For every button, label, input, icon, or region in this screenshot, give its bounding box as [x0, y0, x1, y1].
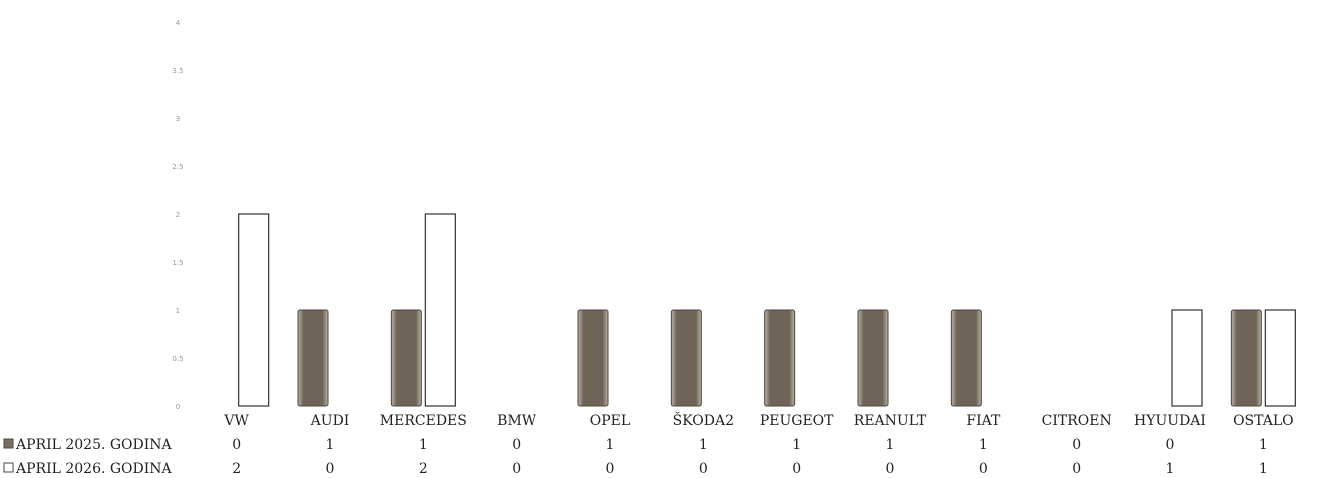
- bar-2025: [1230, 309, 1262, 407]
- bar-2025: [857, 309, 889, 407]
- bar-2026: [1171, 309, 1203, 407]
- y-tick-label: 1.5: [172, 259, 183, 267]
- bar-2026: [1264, 309, 1296, 407]
- bar-2025: [297, 309, 329, 407]
- bar-2026: [238, 213, 270, 407]
- table-cell-value: 1: [1259, 437, 1268, 453]
- y-tick-label: 1: [176, 307, 180, 315]
- bar-2026: [424, 213, 456, 407]
- table-cell-value: 1: [792, 437, 801, 453]
- table-cell-value: 1: [1259, 461, 1268, 477]
- category-label: PEUGEOT: [760, 413, 834, 429]
- bar-2025: [764, 309, 796, 407]
- category-label: MERCEDES: [380, 413, 467, 429]
- table-cell-value: 1: [419, 437, 428, 453]
- table-cell-value: 0: [606, 461, 615, 477]
- category-labels: VW AUDI MERCEDES BMW OPEL ŠKODA2 PEUGEOT REANUL…: [223, 411, 1293, 429]
- legend-swatch-2026: [3, 462, 14, 473]
- table-cell-value: 0: [699, 461, 708, 477]
- table-cell-value: 1: [886, 437, 895, 453]
- table-cell-value: 0: [1166, 437, 1175, 453]
- legend-swatch-2025: [3, 438, 14, 449]
- table-cell-value: 1: [326, 437, 335, 453]
- table-cell-value: 0: [1072, 461, 1081, 477]
- bar-2025: [950, 309, 982, 407]
- table-cell-value: 2: [232, 461, 241, 477]
- legend-label: APRIL 2025. GODINA: [15, 437, 173, 453]
- legend-label: APRIL 2026. GODINA: [15, 461, 173, 477]
- table-cell-value: 0: [1072, 437, 1081, 453]
- category-label: VW: [223, 413, 249, 429]
- table-cell-value: 0: [326, 461, 335, 477]
- table-cell-value: 0: [512, 461, 521, 477]
- category-label: AUDI: [310, 413, 350, 429]
- category-label: CITROEN: [1042, 413, 1112, 429]
- bars: [238, 213, 1296, 407]
- y-tick-label: 2.5: [172, 163, 183, 171]
- category-label: HYUUDAI: [1134, 413, 1206, 429]
- y-tick-label: 4: [176, 19, 181, 27]
- category-label: ŠKODA2: [673, 411, 734, 429]
- bar-2025: [577, 309, 609, 407]
- table-cell-value: 0: [886, 461, 895, 477]
- table-cell-value: 0: [232, 437, 241, 453]
- table-cell-value: 2: [419, 461, 428, 477]
- category-label: BMW: [497, 413, 537, 429]
- y-tick-label: 3: [176, 115, 180, 123]
- table-cell-value: 1: [1166, 461, 1175, 477]
- y-tick-label: 2: [176, 211, 180, 219]
- y-axis: 0 0.5 1 1.5 2 2.5 3 3.5 4: [172, 19, 183, 411]
- category-label: OSTALO: [1233, 413, 1294, 429]
- category-label: FIAT: [966, 413, 1001, 429]
- category-label: OPEL: [590, 413, 630, 429]
- table-cell-value: 1: [979, 437, 988, 453]
- table-cell-value: 1: [606, 437, 615, 453]
- table-cell-value: 0: [792, 461, 801, 477]
- category-label: REANULT: [854, 413, 927, 429]
- y-tick-label: 0: [176, 403, 180, 411]
- bar-2025: [670, 309, 702, 407]
- y-tick-label: 0.5: [172, 355, 183, 363]
- bar-2025: [390, 309, 422, 407]
- table-cell-value: 0: [979, 461, 988, 477]
- y-tick-label: 3.5: [172, 67, 183, 75]
- table-cell-value: 1: [699, 437, 708, 453]
- table-cell-value: 0: [512, 437, 521, 453]
- data-table: APRIL 2025. GODINA 0 1 1 0 1 1 1 1 1 0 0 1 APRIL 2026…: [3, 437, 1268, 477]
